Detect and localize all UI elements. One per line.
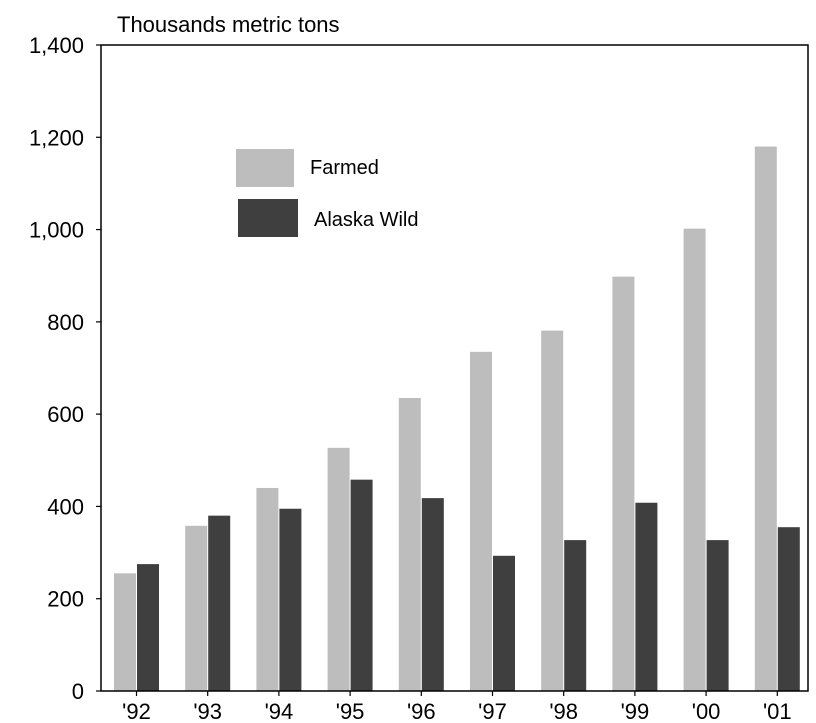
x-tick-label: '93	[193, 699, 222, 723]
x-axis-ticks: '92 '93 '94 '95 '96 '97 '98 '99 '00 '01	[122, 691, 792, 723]
bar-alaska-wild	[493, 555, 515, 691]
y-tick-label: 1,400	[29, 33, 84, 58]
bar-alaska-wild	[777, 527, 800, 691]
legend-label-farmed: Farmed	[310, 157, 379, 179]
bar-alaska-wild	[208, 515, 231, 691]
bar-alaska-wild	[279, 508, 302, 691]
legend-swatch-alaska-wild	[238, 199, 298, 237]
bar-farmed	[470, 351, 492, 691]
y-axis-ticks: 0 200 400 600 800 1,000 1,200 1,400	[29, 33, 101, 704]
y-tick-label: 600	[47, 402, 84, 427]
bar-farmed	[683, 228, 706, 692]
plot-frame	[100, 44, 809, 692]
x-tick-label: '94	[265, 699, 294, 723]
x-tick-label: '01	[763, 699, 792, 723]
bar-farmed	[398, 397, 421, 691]
legend-swatch-farmed	[236, 149, 294, 187]
bar-farmed	[754, 146, 777, 691]
x-tick-label: '92	[122, 699, 151, 723]
bar-alaska-wild	[635, 502, 658, 691]
x-tick-label: '97	[478, 699, 507, 723]
y-axis-label: Thousands metric tons	[117, 12, 340, 37]
bar-alaska-wild	[564, 540, 587, 691]
x-tick-label: '98	[549, 699, 578, 723]
bar-alaska-wild	[706, 540, 729, 691]
bars	[114, 146, 800, 692]
bar-farmed	[185, 525, 208, 691]
y-tick-label: 200	[47, 587, 84, 612]
y-tick-label: 400	[47, 494, 84, 519]
y-tick-label: 0	[72, 679, 84, 704]
y-tick-label: 800	[47, 310, 84, 335]
bar-farmed	[256, 487, 279, 691]
bar-farmed	[612, 276, 635, 691]
bar-alaska-wild	[350, 479, 373, 691]
x-tick-label: '99	[621, 699, 650, 723]
legend-label-alaska-wild: Alaska Wild	[314, 209, 418, 231]
x-tick-label: '95	[336, 699, 365, 723]
x-tick-label: '96	[407, 699, 436, 723]
bar-alaska-wild	[421, 498, 444, 691]
x-tick-label: '00	[692, 699, 721, 723]
bar-farmed	[541, 330, 564, 691]
y-tick-label: 1,000	[29, 218, 84, 243]
y-tick-label: 1,200	[29, 125, 84, 150]
bar-alaska-wild	[137, 564, 159, 691]
legend: Farmed Alaska Wild	[236, 149, 418, 237]
bar-farmed	[327, 447, 350, 691]
bar-farmed	[114, 573, 136, 691]
